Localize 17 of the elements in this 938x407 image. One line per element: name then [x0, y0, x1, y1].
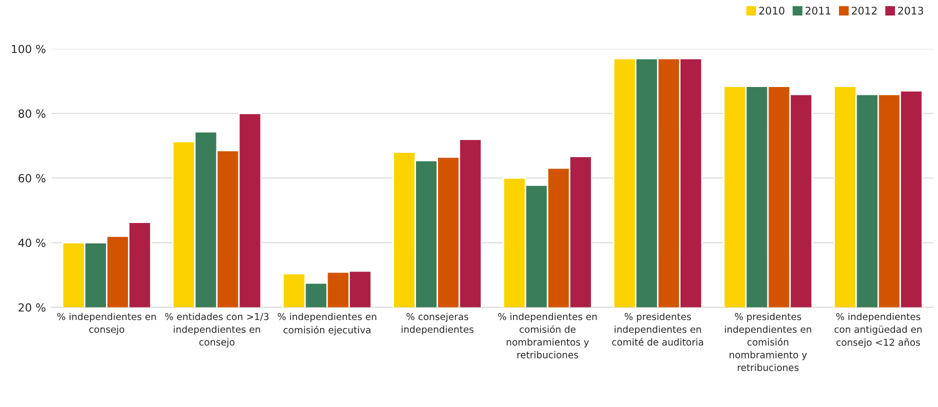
x-tick-label: % presidentes independientes en comité de auditoria [612, 312, 704, 346]
x-tick-label: % independientes en comisión ejecutiva [278, 312, 376, 336]
x-tick-label: % consejeras independientes [402, 312, 474, 335]
legend-label: 2012 [852, 6, 877, 15]
legend-label: 2011 [806, 6, 830, 15]
x-tick-label: % independientes con antigüedad en consejo <12 años [834, 312, 922, 348]
y-tick-label: 40 % [18, 238, 46, 248]
y-tick-label: 60 % [18, 174, 46, 182]
legend-label: 2013 [898, 6, 924, 15]
x-tick-label: % presidentes independientes en comisión nombramiento y retribuciones [724, 312, 812, 372]
x-tick-label: % independientes en consejo [57, 312, 156, 335]
legend-label: 2010 [759, 6, 784, 15]
x-tick-label: % independientes en comisión de nombramientos y retribuciones [498, 312, 597, 358]
x-tick-label: % entidades con >1/3 independientes en consejo [165, 312, 268, 348]
y-tick-label: 100 % [12, 44, 46, 54]
y-tick-label: 80 % [18, 109, 46, 118]
y-tick-label: 20 % [18, 303, 46, 312]
